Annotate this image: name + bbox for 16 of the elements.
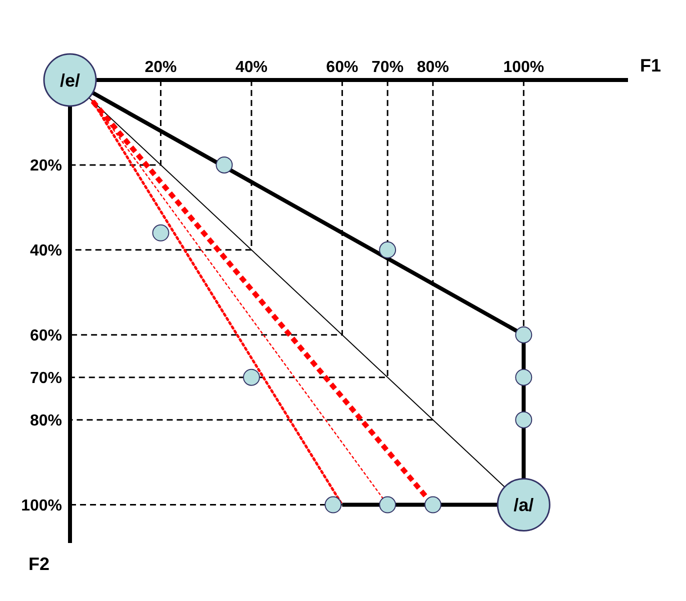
y-tick-label: 20% [30, 158, 62, 175]
y-tick-label: 100% [21, 497, 62, 514]
x-axis-title: F1 [640, 55, 662, 76]
y-tick-label: 70% [30, 370, 62, 388]
y-tick-label: 80% [30, 412, 62, 430]
annotation: /e/ [60, 70, 80, 90]
annotation: /a/ [514, 495, 534, 516]
x-tick-label: 80% [416, 59, 449, 76]
x-tick-label: 100% [503, 59, 544, 76]
x-tick-label: 60% [326, 59, 358, 76]
y-axis-title: F2 [28, 554, 50, 574]
x-tick-label: 70% [372, 59, 404, 76]
x-tick-label: 20% [144, 59, 177, 76]
y-tick-label: 40% [30, 242, 62, 260]
y-tick-label: 60% [30, 328, 62, 345]
x-tick-label: 40% [235, 59, 268, 76]
